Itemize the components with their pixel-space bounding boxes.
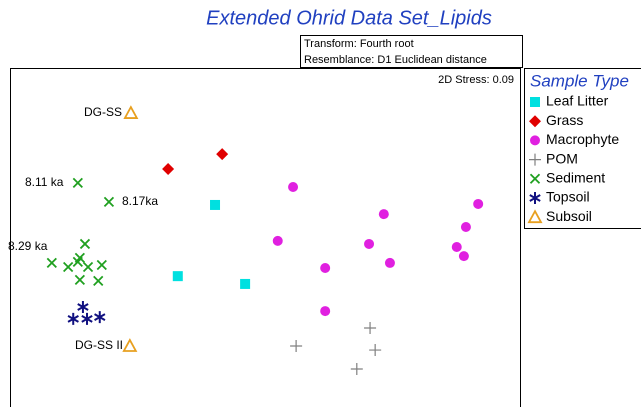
legend-title: Sample Type bbox=[530, 71, 629, 90]
legend-marker bbox=[529, 115, 541, 128]
legend-label: Grass bbox=[546, 112, 583, 128]
data-point bbox=[216, 148, 229, 161]
data-point bbox=[320, 263, 331, 274]
data-point bbox=[364, 322, 377, 335]
data-point bbox=[451, 241, 462, 252]
legend-marker bbox=[530, 135, 540, 146]
data-point bbox=[82, 261, 94, 273]
data-point bbox=[96, 259, 107, 271]
data-point bbox=[384, 257, 395, 268]
data-point bbox=[67, 312, 79, 325]
point-annotation: DG-SS II bbox=[75, 338, 123, 352]
legend-label: Subsoil bbox=[546, 208, 592, 224]
legend-box bbox=[524, 68, 641, 229]
data-point bbox=[81, 312, 93, 325]
data-point bbox=[162, 163, 175, 176]
data-point bbox=[473, 198, 484, 209]
subtitle-box bbox=[300, 35, 523, 68]
point-annotation: 8.11 ka bbox=[25, 175, 64, 189]
data-point bbox=[103, 196, 115, 208]
plot-frame bbox=[10, 68, 521, 407]
data-point bbox=[272, 235, 283, 246]
point-annotation: 8.17ka bbox=[122, 194, 158, 208]
data-point bbox=[350, 363, 363, 376]
data-point bbox=[46, 257, 57, 269]
legend-marker bbox=[529, 173, 541, 184]
legend-label: POM bbox=[546, 150, 578, 166]
data-point bbox=[63, 261, 74, 273]
legend-label: Topsoil bbox=[546, 189, 590, 205]
data-point bbox=[210, 199, 221, 210]
legend-label: Macrophyte bbox=[546, 131, 619, 147]
data-point bbox=[288, 181, 299, 192]
legend-marker bbox=[527, 209, 543, 224]
data-point bbox=[94, 311, 106, 324]
point-annotation: 8.29 ka bbox=[8, 239, 48, 253]
data-point bbox=[458, 251, 469, 262]
data-point bbox=[123, 105, 139, 119]
data-point bbox=[93, 275, 104, 287]
data-point bbox=[72, 177, 83, 189]
subtitle-line: Resemblance: D1 Euclidean distance bbox=[304, 54, 487, 66]
data-point bbox=[79, 238, 91, 250]
data-point bbox=[72, 256, 83, 268]
legend-marker bbox=[529, 192, 541, 204]
data-point bbox=[172, 271, 183, 282]
legend-marker bbox=[530, 97, 540, 107]
data-point bbox=[369, 344, 382, 357]
subtitle-line: Transform: Fourth root bbox=[304, 38, 414, 50]
data-point bbox=[74, 274, 86, 286]
data-point bbox=[320, 306, 331, 317]
chart-title: Extended Ohrid Data Set_Lipids bbox=[206, 7, 492, 29]
stress-label: 2D Stress: 0.09 bbox=[438, 74, 514, 86]
data-point bbox=[378, 209, 389, 220]
data-point bbox=[364, 238, 375, 249]
data-point bbox=[460, 221, 471, 232]
data-point bbox=[122, 338, 138, 352]
data-point bbox=[77, 300, 89, 313]
legend-marker bbox=[529, 153, 541, 166]
point-annotation: DG-SS bbox=[84, 105, 122, 119]
legend-label: Leaf Litter bbox=[546, 93, 609, 109]
data-point bbox=[290, 339, 303, 352]
data-point bbox=[240, 278, 251, 289]
legend-label: Sediment bbox=[546, 170, 605, 186]
